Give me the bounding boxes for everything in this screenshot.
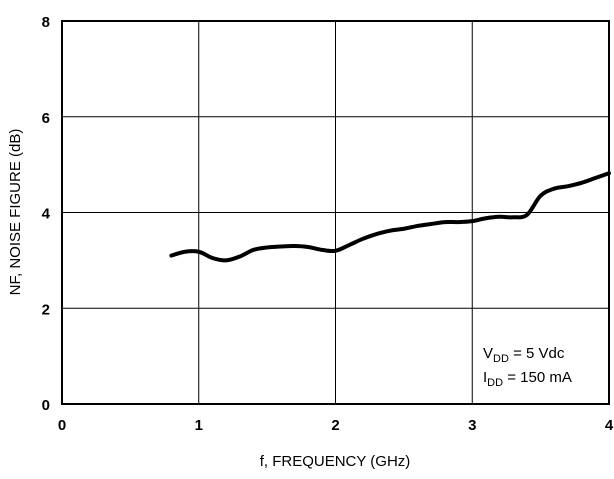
- y-tick-label-1: 2: [42, 301, 50, 318]
- grid-lines: [62, 21, 609, 404]
- y-axis-title: NF, NOISE FIGURE (dB): [7, 129, 24, 296]
- x-axis-ticks: 0 1 2 3 4: [58, 417, 614, 434]
- annotation-idd-subscript: DD: [487, 377, 503, 389]
- noise-figure-series-line: [169, 171, 611, 263]
- x-axis-title: f, FREQUENCY (GHz): [260, 453, 411, 470]
- annotation-vdd-symbol: V: [483, 345, 493, 362]
- x-tick-label-4: 4: [605, 417, 614, 434]
- y-axis-ticks: 0 2 4 6 8: [42, 14, 51, 414]
- y-tick-label-3: 6: [42, 110, 50, 127]
- annotation-idd: IDD = 150 mA: [483, 369, 572, 389]
- annotation-vdd: VDD = 5 Vdc: [483, 345, 565, 365]
- x-tick-label-0: 0: [58, 417, 66, 434]
- annotation-idd-value: = 150 mA: [503, 369, 572, 386]
- bias-annotation: VDD = 5 Vdc IDD = 150 mA: [474, 338, 606, 392]
- annotation-vdd-value: = 5 Vdc: [509, 345, 565, 362]
- x-tick-label-1: 1: [195, 417, 203, 434]
- annotation-vdd-subscript: DD: [493, 353, 509, 365]
- y-tick-label-4: 8: [42, 14, 50, 31]
- x-tick-label-3: 3: [468, 417, 476, 434]
- annotation-mask: [474, 338, 606, 392]
- y-tick-label-2: 4: [42, 206, 51, 223]
- x-tick-label-2: 2: [331, 417, 339, 434]
- y-tick-label-0: 0: [42, 397, 50, 414]
- annotation-idd-symbol: I: [483, 369, 487, 386]
- plot-frame: [61, 20, 610, 405]
